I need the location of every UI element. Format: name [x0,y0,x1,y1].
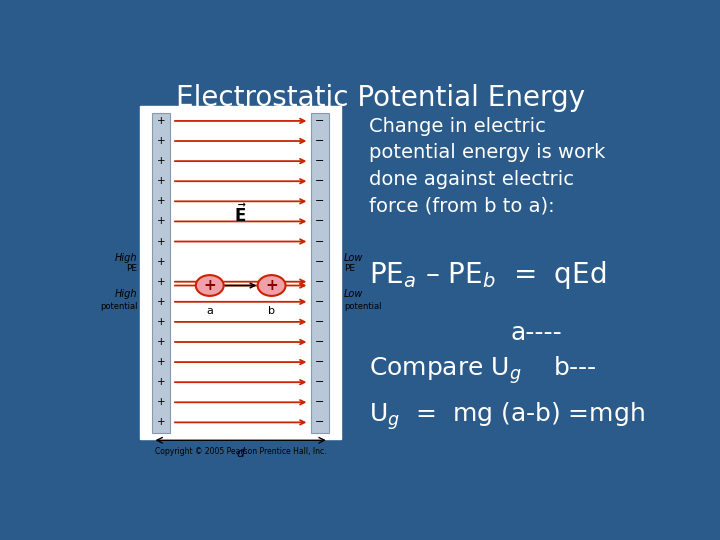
Text: potential: potential [344,302,382,311]
Circle shape [196,275,224,296]
Text: −: − [315,176,325,186]
Text: +: + [157,337,166,347]
Text: −: − [315,337,325,347]
Text: +: + [157,317,166,327]
Text: −: − [315,317,325,327]
Text: +: + [157,276,166,287]
Text: Copyright © 2005 Pearson Prentice Hall, Inc.: Copyright © 2005 Pearson Prentice Hall, … [155,447,326,456]
Text: +: + [157,357,166,367]
Text: +: + [157,136,166,146]
Text: +: + [157,377,166,387]
Text: +: + [157,217,166,226]
Text: Electrostatic Potential Energy: Electrostatic Potential Energy [176,84,585,112]
Text: −: − [315,417,325,427]
Text: Change in electric
potential energy is work
done against electric
force (from b : Change in electric potential energy is w… [369,117,606,215]
Text: −: − [315,397,325,407]
Text: potential: potential [100,302,138,311]
Text: +: + [157,297,166,307]
FancyBboxPatch shape [140,106,341,439]
Text: High: High [115,253,138,264]
Text: Low: Low [344,253,364,264]
Text: b: b [268,306,275,316]
FancyBboxPatch shape [153,113,171,433]
Text: PE$_a$ – PE$_b$  =  qEd: PE$_a$ – PE$_b$ = qEd [369,259,606,291]
Text: Low: Low [344,289,364,299]
Text: PE: PE [344,265,355,273]
Text: Compare U$_g$    b---: Compare U$_g$ b--- [369,355,597,386]
Text: +: + [157,197,166,206]
Text: +: + [157,256,166,267]
Text: $d$: $d$ [235,446,246,460]
Text: −: − [315,276,325,287]
Text: −: − [315,156,325,166]
Circle shape [258,275,286,296]
Text: −: − [315,377,325,387]
Text: +: + [157,176,166,186]
Text: +: + [157,417,166,427]
Text: +: + [157,237,166,247]
Text: −: − [315,297,325,307]
Text: −: − [315,136,325,146]
Text: +: + [157,156,166,166]
FancyBboxPatch shape [311,113,329,433]
Text: −: − [315,116,325,126]
Text: High: High [115,289,138,299]
Text: −: − [315,357,325,367]
Text: −: − [315,197,325,206]
Text: PE: PE [127,265,138,273]
Text: +: + [265,278,278,293]
Text: −: − [315,237,325,247]
Text: +: + [203,278,216,293]
Text: +: + [157,397,166,407]
Text: a: a [207,306,213,316]
Text: −: − [315,256,325,267]
Text: $\mathbf{\vec{E}}$: $\mathbf{\vec{E}}$ [234,204,247,226]
Text: U$_g$  =  mg (a-b) =mgh: U$_g$ = mg (a-b) =mgh [369,400,645,432]
Text: a----: a---- [510,321,562,345]
Text: +: + [157,116,166,126]
Text: −: − [315,217,325,226]
